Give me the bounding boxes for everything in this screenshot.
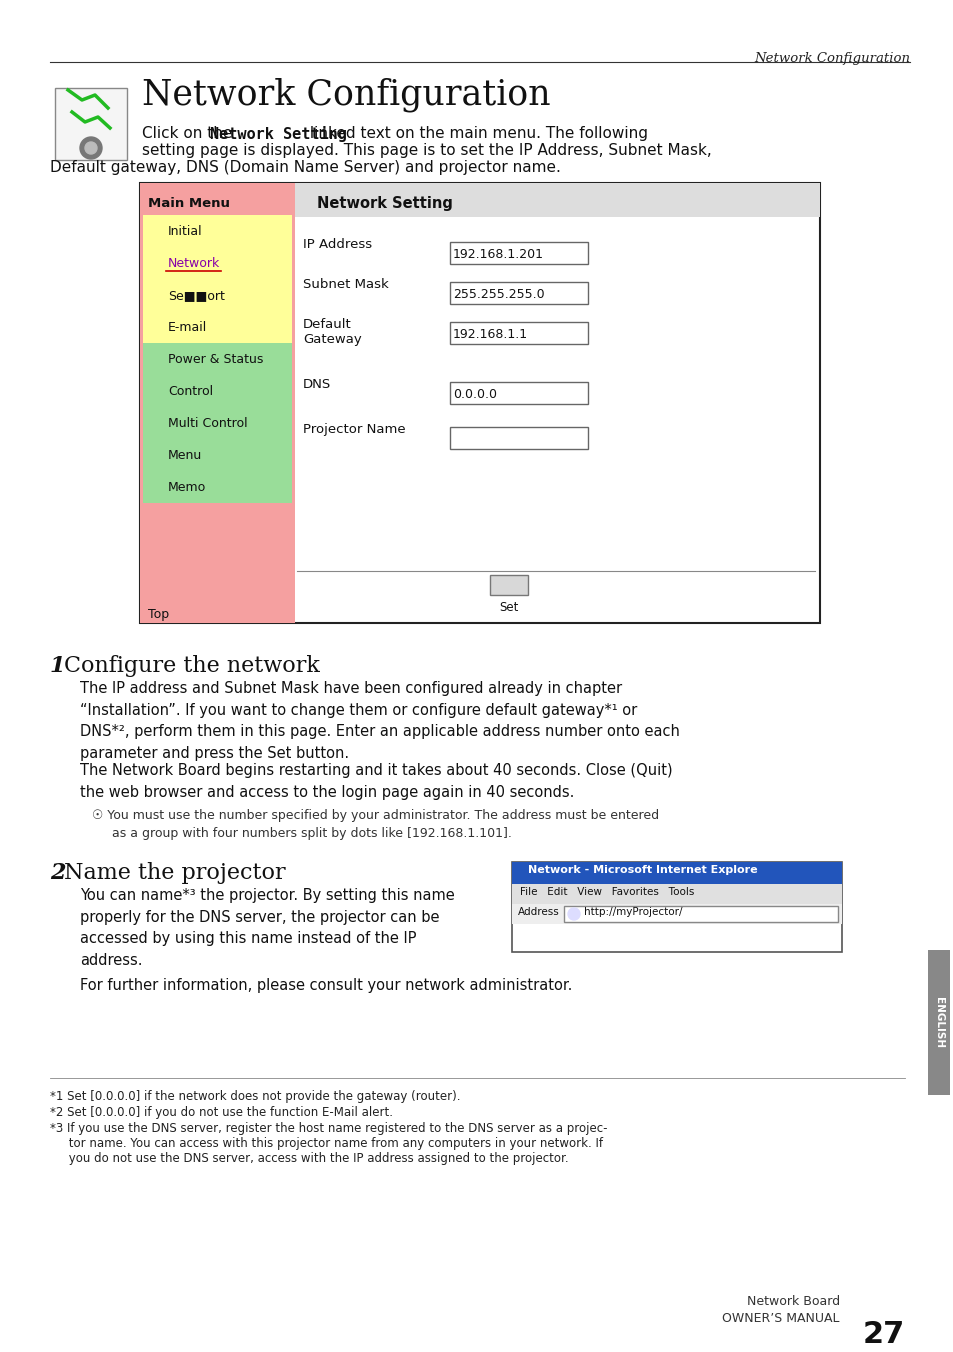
Text: 1: 1 — [50, 654, 66, 677]
Circle shape — [567, 909, 579, 919]
Text: Click on the: Click on the — [142, 126, 237, 141]
Text: Menu: Menu — [168, 449, 202, 462]
Text: Control: Control — [168, 385, 213, 397]
Bar — [450, 383, 587, 404]
Text: Network Configuration: Network Configuration — [753, 51, 909, 65]
Bar — [563, 906, 837, 922]
Bar — [55, 88, 127, 160]
Bar — [512, 863, 841, 952]
Bar — [143, 215, 292, 343]
Text: setting page is displayed. This page is to set the IP Address, Subnet Mask,: setting page is displayed. This page is … — [142, 143, 711, 158]
Text: Top: Top — [148, 608, 169, 621]
Text: Network Configuration: Network Configuration — [142, 78, 550, 112]
Circle shape — [85, 142, 97, 154]
Bar — [512, 863, 841, 884]
Text: Default gateway, DNS (Domain Name Server) and projector name.: Default gateway, DNS (Domain Name Server… — [50, 160, 560, 174]
Text: For further information, please consult your network administrator.: For further information, please consult … — [80, 977, 572, 992]
Circle shape — [80, 137, 102, 160]
Text: The Network Board begins restarting and it takes about 40 seconds. Close (Quit)
: The Network Board begins restarting and … — [80, 763, 672, 799]
Bar — [490, 575, 527, 595]
Bar — [140, 183, 820, 623]
Text: Address: Address — [517, 907, 559, 917]
Text: Network: Network — [168, 257, 220, 270]
Text: OWNER’S MANUAL: OWNER’S MANUAL — [721, 1311, 840, 1325]
Text: http://myProjector/: http://myProjector/ — [583, 907, 681, 917]
Text: 2: 2 — [50, 863, 66, 884]
Text: you do not use the DNS server, access with the IP address assigned to the projec: you do not use the DNS server, access wi… — [50, 1152, 568, 1165]
Text: 255.255.255.0: 255.255.255.0 — [453, 288, 544, 301]
Text: Set: Set — [498, 602, 518, 614]
Text: 0.0.0.0: 0.0.0.0 — [453, 388, 497, 402]
Text: You can name*³ the projector. By setting this name
properly for the DNS server, : You can name*³ the projector. By setting… — [80, 888, 455, 968]
Text: 27: 27 — [862, 1320, 904, 1349]
Text: E-mail: E-mail — [168, 320, 207, 334]
Text: The IP address and Subnet Mask have been configured already in chapter
“Installa: The IP address and Subnet Mask have been… — [80, 681, 679, 761]
Bar — [512, 904, 841, 923]
Text: *2 Set [0.0.0.0] if you do not use the function E-Mail alert.: *2 Set [0.0.0.0] if you do not use the f… — [50, 1106, 393, 1119]
Text: *3 If you use the DNS server, register the host name registered to the DNS serve: *3 If you use the DNS server, register t… — [50, 1122, 607, 1134]
Bar — [143, 343, 292, 503]
Bar — [927, 950, 949, 1095]
Text: Se■■ort: Se■■ort — [168, 289, 225, 301]
Text: Configure the network: Configure the network — [64, 654, 319, 677]
Text: File   Edit   View   Favorites   Tools: File Edit View Favorites Tools — [519, 887, 694, 896]
Bar — [450, 427, 587, 449]
Text: Main Menu: Main Menu — [148, 197, 230, 210]
Text: linked text on the main menu. The following: linked text on the main menu. The follow… — [305, 126, 647, 141]
Text: Network Setting: Network Setting — [316, 196, 453, 211]
Text: 192.168.1.1: 192.168.1.1 — [453, 329, 528, 341]
Text: Network - Microsoft Internet Explore: Network - Microsoft Internet Explore — [527, 865, 757, 875]
Text: Default
Gateway: Default Gateway — [303, 318, 361, 346]
Text: DNS: DNS — [303, 379, 331, 391]
Text: 192.168.1.201: 192.168.1.201 — [453, 247, 543, 261]
Bar — [140, 183, 294, 623]
Text: Subnet Mask: Subnet Mask — [303, 279, 388, 291]
Text: Network Setting: Network Setting — [210, 126, 347, 142]
Text: Name the projector: Name the projector — [64, 863, 285, 884]
Bar — [294, 183, 820, 218]
Text: Initial: Initial — [168, 224, 202, 238]
Text: *1 Set [0.0.0.0] if the network does not provide the gateway (router).: *1 Set [0.0.0.0] if the network does not… — [50, 1090, 460, 1103]
Bar — [512, 884, 841, 904]
Bar — [450, 283, 587, 304]
Text: tor name. You can access with this projector name from any computers in your net: tor name. You can access with this proje… — [50, 1137, 602, 1151]
Text: Network Board: Network Board — [746, 1295, 840, 1307]
Text: Projector Name: Projector Name — [303, 423, 405, 435]
Bar — [450, 322, 587, 343]
Text: Power & Status: Power & Status — [168, 353, 263, 366]
Text: IP Address: IP Address — [303, 238, 372, 251]
Bar — [450, 242, 587, 264]
Text: ☉ You must use the number specified by your administrator. The address must be e: ☉ You must use the number specified by y… — [91, 808, 659, 840]
Text: ENGLISH: ENGLISH — [933, 996, 943, 1048]
Text: Memo: Memo — [168, 481, 206, 493]
Text: Multi Control: Multi Control — [168, 416, 248, 430]
